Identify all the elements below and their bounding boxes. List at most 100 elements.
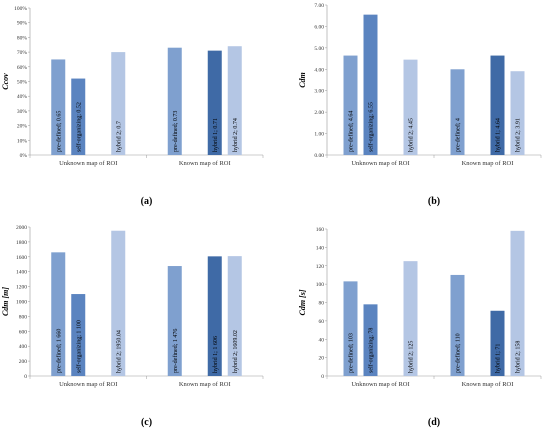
y-tick-label: 100% [14, 6, 27, 12]
y-axis-title: Cdm [298, 72, 307, 88]
panel-label: (c) [141, 417, 152, 428]
y-axis-title: Cdm [m] [1, 287, 10, 316]
y-tick-label: 0% [20, 153, 28, 159]
x-category-label: Unknown map of ROI [59, 381, 117, 388]
bar-hybrid-1 [490, 310, 505, 376]
y-tick-label: 1.00 [314, 132, 324, 138]
bar-self-organizing [363, 304, 378, 376]
y-tick-label: 6.00 [314, 24, 324, 30]
x-category-label: Known map of ROI [462, 160, 514, 167]
y-tick-label: 600 [19, 329, 28, 335]
y-tick-label: 50% [17, 80, 28, 86]
y-tick-label: 80% [17, 35, 28, 41]
chart-panel-4: 0 20 40 60 80 100 120 140 160 Unknown map of ROI K… [298, 227, 542, 428]
bar-hybrid-2 [403, 261, 418, 376]
y-tick-label: 40% [17, 94, 28, 100]
bar-data-label: self-organizing; 1 100 [75, 320, 82, 373]
x-category-label: Unknown map of ROI [59, 160, 117, 167]
bar-data-label: pre-defined; 4.64 [348, 111, 355, 152]
y-tick-label: 20 [319, 356, 325, 362]
bar-hybrid-2 [111, 230, 126, 376]
bar-self-organizing [71, 78, 86, 155]
bar-hybrid-1 [207, 50, 222, 155]
bar-self-organizing [71, 294, 86, 376]
y-tick-label: 1800 [16, 240, 27, 246]
y-tick-label: 7.00 [314, 3, 324, 9]
y-tick-label: 1400 [16, 270, 27, 276]
bar-hybrid-2 [510, 230, 525, 376]
chart-panel-3: 0 200 400 600 800 1000 1200 1400 1600 1800 2000 Unk… [1, 225, 264, 428]
y-tick-label: 1600 [16, 255, 27, 261]
bar-data-label: pre-defined; 103 [348, 333, 355, 373]
bar-data-label: hybrid 2; 1950.04 [116, 330, 122, 373]
bar-data-label: pre-defined; 1 476 [172, 329, 179, 373]
y-tick-label: 10% [17, 138, 28, 144]
y-tick-label: 90% [17, 21, 28, 27]
y-axis-title: Ccov [1, 73, 10, 90]
x-category-label: Known map of ROI [179, 381, 231, 388]
y-tick-label: 160 [316, 227, 325, 233]
x-category-label: Unknown map of ROI [351, 381, 409, 388]
bar-hybrid-2 [403, 59, 418, 156]
bar-pre-defined [167, 266, 182, 376]
bar-data-label: pre-defined; 110 [455, 333, 462, 373]
bar-data-label: hybrid 2; 3.91 [516, 118, 522, 152]
bar-pre-defined [167, 47, 182, 155]
bar-data-label: hybrid 2; 1609.02 [233, 330, 239, 373]
panel-label: (b) [428, 196, 440, 207]
bar-data-label: hybrid 1; 4.64 [496, 118, 502, 152]
bar-data-label: hybrid 2; 0.7 [116, 121, 122, 152]
y-tick-label: 70% [17, 50, 28, 56]
x-category-label: Known map of ROI [179, 160, 231, 167]
y-tick-label: 60 [319, 319, 325, 325]
bar-data-label: self-organizing; 78 [368, 328, 375, 373]
bar-data-label: pre-defined; 0.65 [55, 111, 62, 152]
y-tick-label: 4.00 [314, 67, 324, 73]
bar-pre-defined [450, 274, 465, 376]
bar-hybrid-2 [227, 46, 242, 155]
bar-hybrid-2 [510, 71, 525, 155]
panel-label: (a) [141, 196, 153, 207]
bar-data-label: hybrid 2; 158 [516, 341, 522, 373]
bar-data-label: hybrid 2; 125 [409, 341, 415, 373]
y-tick-label: 400 [19, 344, 28, 350]
bar-hybrid-2 [111, 52, 126, 155]
panel-label: (d) [428, 417, 440, 428]
y-tick-label: 800 [19, 314, 28, 320]
bar-pre-defined [51, 252, 66, 376]
y-tick-label: 100 [316, 282, 325, 288]
y-tick-label: 140 [316, 245, 325, 251]
bar-data-label: pre-defined; 1 660 [55, 329, 62, 373]
y-tick-label: 1200 [16, 285, 27, 291]
x-category-label: Known map of ROI [462, 381, 514, 388]
y-tick-label: 60% [17, 65, 28, 71]
y-tick-label: 0 [24, 374, 27, 380]
y-tick-label: 20% [17, 124, 28, 130]
y-tick-label: 0.00 [314, 153, 324, 159]
x-category-label: Unknown map of ROI [351, 160, 409, 167]
bar-hybrid-1 [490, 55, 505, 156]
bar-hybrid-1 [207, 256, 222, 376]
chart-panel-2: 0.00 1.00 2.00 3.00 4.00 5.00 6.00 7.00 Unknown … [298, 3, 542, 207]
bar-pre-defined [450, 69, 465, 155]
y-tick-label: 5.00 [314, 46, 324, 52]
bar-data-label: hybrid 2; 0.74 [233, 118, 239, 152]
bar-pre-defined [343, 55, 358, 156]
bar-hybrid-2 [227, 256, 242, 376]
y-tick-label: 3.00 [314, 89, 324, 95]
bar-self-organizing [363, 14, 378, 156]
y-tick-label: 120 [316, 264, 325, 270]
y-tick-label: 0 [321, 374, 324, 380]
bar-data-label: hybrid 1; 0.71 [213, 118, 219, 152]
y-tick-label: 2.00 [314, 110, 324, 116]
y-tick-label: 200 [19, 359, 28, 365]
y-tick-label: 80 [319, 301, 325, 307]
bar-data-label: pre-defined; 4 [455, 118, 462, 152]
y-tick-label: 2000 [16, 225, 27, 231]
bar-data-label: hybrid 1; 71 [496, 344, 502, 373]
y-tick-label: 1000 [16, 300, 27, 306]
bar-pre-defined [343, 281, 358, 376]
y-tick-label: 30% [17, 109, 28, 115]
bar-pre-defined [51, 59, 66, 156]
